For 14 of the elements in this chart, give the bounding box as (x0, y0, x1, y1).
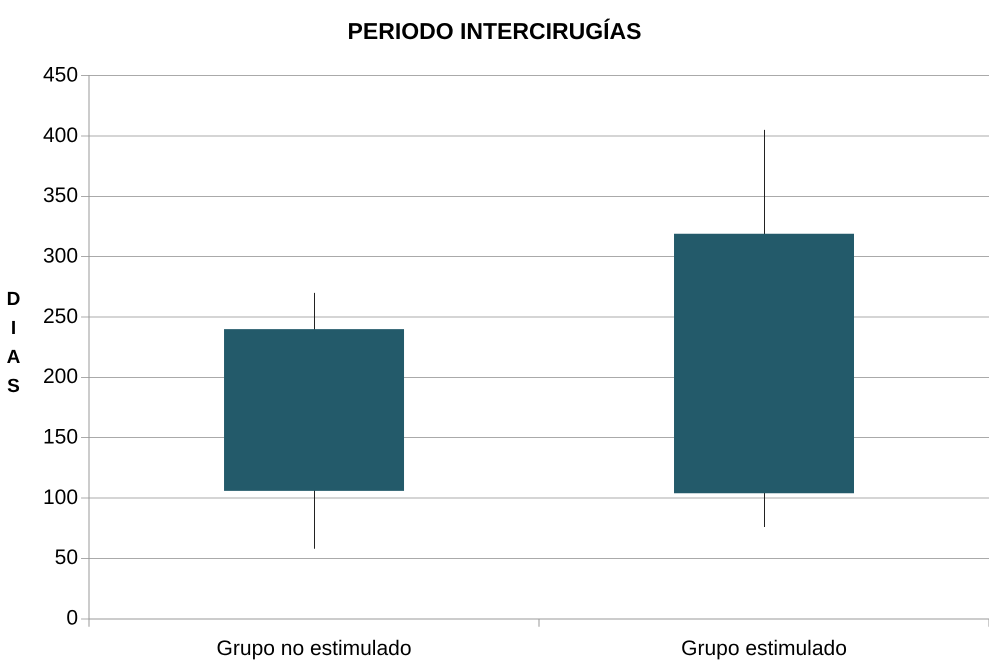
y-tick-label: 350 (42, 184, 78, 208)
y-tick-label: 300 (42, 244, 78, 268)
y-tick-label: 50 (54, 546, 78, 570)
y-tick-label: 150 (42, 426, 78, 449)
y-axis-title: DIAS (6, 288, 21, 399)
y-tick-label: 0 (66, 606, 78, 630)
chart-title: PERIODO INTERCIRUGÍAS (346, 18, 642, 45)
y-tick-label: 400 (42, 124, 78, 147)
x-tick-label: Grupo estimulado (681, 637, 847, 660)
y-tick-label: 200 (42, 365, 78, 388)
y-tick-label: 450 (42, 63, 78, 86)
y-tick-label: 100 (42, 486, 78, 509)
x-tick-label: Grupo no estimulado (216, 637, 412, 660)
y-tick-label: 250 (42, 304, 78, 328)
